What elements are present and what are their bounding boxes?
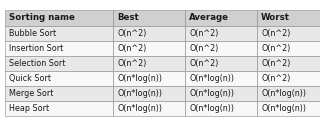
Bar <box>257 56 320 71</box>
Bar <box>5 10 113 26</box>
Text: O(n^2): O(n^2) <box>117 59 146 68</box>
Text: Quick Sort: Quick Sort <box>9 74 51 83</box>
Bar <box>5 26 113 41</box>
Bar <box>257 101 320 116</box>
Text: O(n^2): O(n^2) <box>261 44 290 53</box>
Bar <box>113 26 185 41</box>
Text: O(n^2): O(n^2) <box>117 44 146 53</box>
Bar <box>113 56 185 71</box>
Bar <box>257 26 320 41</box>
Text: O(n*log(n)): O(n*log(n)) <box>189 74 234 83</box>
Bar <box>185 86 257 101</box>
Text: O(n^2): O(n^2) <box>261 59 290 68</box>
Bar <box>5 41 113 56</box>
Bar <box>185 41 257 56</box>
Text: Average: Average <box>189 13 229 23</box>
Text: Bubble Sort: Bubble Sort <box>9 29 56 38</box>
Bar <box>185 10 257 26</box>
Bar <box>185 26 257 41</box>
Bar <box>185 71 257 86</box>
Bar <box>113 41 185 56</box>
Text: O(n*log(n)): O(n*log(n)) <box>117 104 162 113</box>
Bar <box>185 101 257 116</box>
Text: Heap Sort: Heap Sort <box>9 104 49 113</box>
Text: O(n*log(n)): O(n*log(n)) <box>261 89 306 98</box>
Text: O(n^2): O(n^2) <box>189 29 218 38</box>
Bar <box>257 71 320 86</box>
Text: O(n*log(n)): O(n*log(n)) <box>189 104 234 113</box>
Text: O(n^2): O(n^2) <box>117 29 146 38</box>
Bar <box>5 101 113 116</box>
Bar <box>5 56 113 71</box>
Bar <box>113 101 185 116</box>
Bar <box>257 86 320 101</box>
Bar <box>257 10 320 26</box>
Text: Selection Sort: Selection Sort <box>9 59 65 68</box>
Bar <box>185 56 257 71</box>
Text: O(n*log(n)): O(n*log(n)) <box>117 89 162 98</box>
Bar <box>113 71 185 86</box>
Text: Best: Best <box>117 13 139 23</box>
Text: O(n^2): O(n^2) <box>261 74 290 83</box>
Text: Merge Sort: Merge Sort <box>9 89 53 98</box>
Text: O(n*log(n)): O(n*log(n)) <box>261 104 306 113</box>
Text: O(n^2): O(n^2) <box>189 59 218 68</box>
Bar <box>5 86 113 101</box>
Bar <box>257 41 320 56</box>
Text: Sorting name: Sorting name <box>9 13 75 23</box>
Bar <box>113 10 185 26</box>
Text: Worst: Worst <box>261 13 290 23</box>
Text: O(n^2): O(n^2) <box>189 44 218 53</box>
Text: O(n*log(n)): O(n*log(n)) <box>189 89 234 98</box>
Text: O(n^2): O(n^2) <box>261 29 290 38</box>
Bar <box>113 86 185 101</box>
Text: O(n*log(n)): O(n*log(n)) <box>117 74 162 83</box>
Text: Insertion Sort: Insertion Sort <box>9 44 63 53</box>
Bar <box>5 71 113 86</box>
